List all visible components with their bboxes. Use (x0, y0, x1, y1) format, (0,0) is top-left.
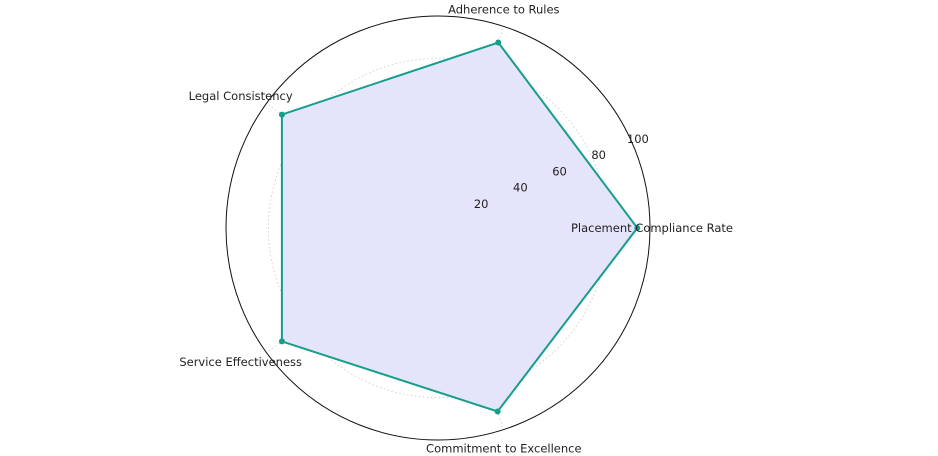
radar-series (278, 39, 641, 415)
series-area (281, 42, 638, 412)
tick-label: 60 (552, 164, 567, 178)
data-point (495, 39, 502, 46)
axis-label: Commitment to Excellence (426, 442, 582, 456)
axis-label: Adherence to Rules (448, 2, 559, 16)
radial-tick-labels: 20 40 60 80 100 (474, 132, 649, 211)
outer-circle (225, 15, 651, 441)
data-point (278, 338, 285, 345)
axis-label: Placement Compliance Rate (571, 221, 733, 235)
axis-label: Legal Consistency (189, 89, 293, 103)
data-point (634, 225, 641, 231)
axis-label: Service Effectiveness (179, 355, 302, 369)
tick-label: 100 (627, 132, 649, 146)
tick-label: 40 (513, 181, 528, 195)
tick-label: 20 (474, 197, 489, 211)
axis-labels: Placement Compliance Rate Adherence to Ru… (179, 2, 733, 455)
data-point (494, 408, 501, 415)
tick-label: 80 (591, 148, 606, 162)
data-point (278, 111, 285, 118)
series-line (280, 41, 639, 413)
